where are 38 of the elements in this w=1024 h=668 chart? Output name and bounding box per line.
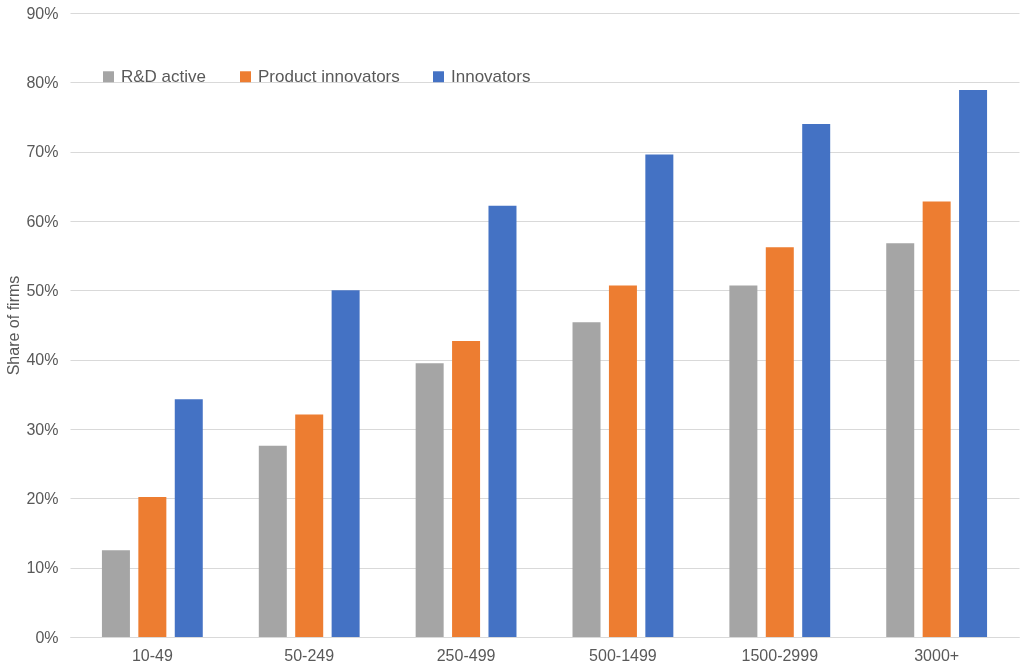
bar xyxy=(258,445,287,637)
y-tick-label: 50% xyxy=(26,281,59,299)
bar xyxy=(488,205,517,637)
y-axis-title: Share of firms xyxy=(5,275,23,376)
y-tick-label: 60% xyxy=(26,212,59,230)
y-tick-label: 20% xyxy=(26,489,59,507)
bar xyxy=(572,322,601,637)
bar xyxy=(645,154,674,637)
bar xyxy=(295,414,324,637)
bar xyxy=(415,363,444,637)
bar xyxy=(331,290,360,637)
x-tick-label: 50-249 xyxy=(284,646,335,664)
bar xyxy=(886,243,915,637)
bar xyxy=(959,89,988,637)
bar xyxy=(922,201,951,637)
legend-label: Product innovators xyxy=(258,66,400,86)
x-tick-label: 3000+ xyxy=(914,646,960,664)
bar xyxy=(802,123,831,637)
x-tick-label: 500-1499 xyxy=(589,646,657,664)
bar xyxy=(138,496,167,637)
y-tick-label: 90% xyxy=(26,4,59,22)
bar xyxy=(608,285,637,637)
legend-label: Innovators xyxy=(451,66,531,86)
y-tick-label: 0% xyxy=(35,628,59,646)
y-tick-label: 30% xyxy=(26,420,59,438)
bar xyxy=(765,247,794,637)
bar xyxy=(101,550,130,637)
y-tick-label: 10% xyxy=(26,559,59,577)
y-tick-label: 80% xyxy=(26,73,59,91)
y-tick-label: 70% xyxy=(26,143,59,161)
bar xyxy=(729,285,758,637)
y-tick-label: 40% xyxy=(26,351,59,369)
x-tick-label: 250-499 xyxy=(436,646,496,664)
bar xyxy=(174,399,203,637)
x-tick-label: 10-49 xyxy=(131,646,173,664)
legend-label: R&D active xyxy=(121,66,207,86)
x-tick-label: 1500-2999 xyxy=(741,646,819,664)
bar xyxy=(452,340,481,637)
